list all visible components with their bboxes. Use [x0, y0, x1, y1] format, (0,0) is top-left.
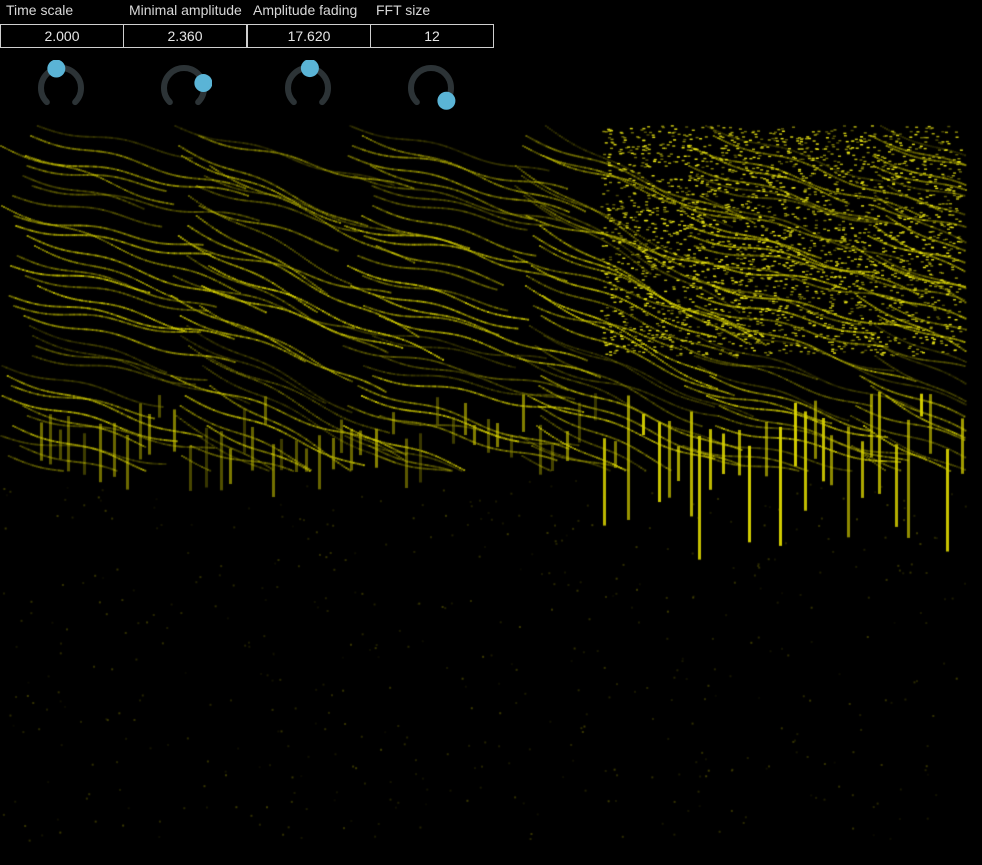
- knob-handle[interactable]: [437, 91, 456, 110]
- time-scale-control: Time scale: [0, 0, 124, 112]
- fft-size-input[interactable]: [370, 24, 494, 48]
- fft-size-label: FFT size: [376, 2, 431, 18]
- minimal-amplitude-control: Minimal amplitude: [123, 0, 247, 112]
- fft-size-knob[interactable]: [403, 60, 459, 116]
- time-scale-label: Time scale: [6, 2, 74, 18]
- knob-handle[interactable]: [300, 60, 319, 78]
- minimal-amplitude-knob[interactable]: [156, 60, 212, 116]
- amplitude-fading-input[interactable]: [247, 24, 371, 48]
- knob-handle[interactable]: [47, 60, 66, 78]
- time-scale-knob[interactable]: [33, 60, 89, 116]
- amplitude-fading-knob[interactable]: [280, 60, 336, 116]
- minimal-amplitude-label: Minimal amplitude: [129, 2, 242, 18]
- knob-handle[interactable]: [194, 74, 212, 93]
- controls-panel: Time scale Minimal amplitude Amplitude f…: [0, 0, 494, 112]
- knob-track: [408, 65, 454, 106]
- fft-size-control: FFT size: [370, 0, 494, 112]
- amplitude-fading-label: Amplitude fading: [253, 2, 358, 18]
- time-scale-input[interactable]: [0, 24, 124, 48]
- minimal-amplitude-input[interactable]: [123, 24, 247, 48]
- amplitude-fading-control: Amplitude fading: [247, 0, 371, 112]
